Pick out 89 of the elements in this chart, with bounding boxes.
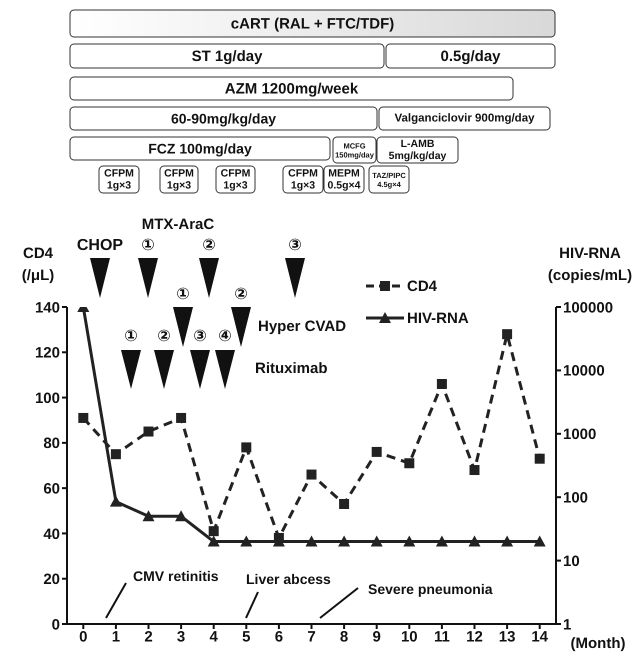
y2-tick-label: 100000 [563,299,614,316]
point [339,498,350,509]
point [501,536,514,547]
text: L-AMB 5mg/kg/day [388,138,447,162]
annotation: ③ [193,328,207,345]
text: ① [176,286,190,303]
text: 0.5g/day [440,48,502,64]
legend-label: HIV-RNA [407,310,469,326]
legend-label: CD4 [407,278,438,294]
y2-tick-label: 1 [563,616,572,634]
y2-tick-label: 10 [563,552,580,570]
y2-tick-label: 10000 [563,362,605,380]
y2-tick-label: 100 [563,490,588,507]
x-tick-label: 2 [144,628,153,646]
point [306,536,318,547]
x-tick-label: 0 [79,628,88,646]
y-tick-label: 60 [43,480,60,498]
point [370,536,383,547]
x-axis-title: (Month) [570,635,626,652]
text: Valganciclovir 900mg/day [394,112,536,124]
annotation: Liver abcess [246,571,332,587]
point [78,412,88,423]
y-tick-label: 80 [43,435,60,452]
point [240,536,252,547]
x-tick-label: 7 [307,628,316,646]
y2-tick-label: 1000 [563,426,596,444]
annotation: ① [124,328,138,345]
point [241,442,252,452]
annotation: Rituximab [255,360,328,377]
x-tick-label: 3 [176,628,186,646]
point [144,426,154,437]
annotation: Severe pneumonia [368,581,493,597]
point [436,536,448,547]
text: cART (RAL + FTC/TDF) [230,15,394,32]
point [306,470,316,480]
point [110,496,122,507]
point [110,449,121,460]
y-axis-title: CD4 (/μL) [22,245,54,284]
point [403,536,416,547]
point [534,454,545,464]
y2-axis-title: HIV-RNA (copies/mL) [548,245,632,284]
x-tick-label: 13 [498,628,516,646]
text: AZM 1200mg/week [224,80,359,97]
y-tick-label: 40 [43,526,60,543]
text: CFPM 1g×3 [104,167,134,192]
annotation: ② [157,328,171,345]
x-tick-label: 10 [400,628,418,646]
point [208,526,219,536]
x-tick-label: 5 [242,628,250,646]
point [436,378,447,389]
text: FCZ 100mg/day [148,140,252,156]
text: CHOP [76,237,124,254]
point [404,458,414,468]
point [468,536,480,547]
text: CFPM 1g×3 [164,167,194,192]
y-tick-label: 140 [34,299,60,316]
x-tick-label: 12 [466,628,483,646]
y-tick-label: 0 [52,616,60,634]
text: CFPM 1g×3 [288,167,318,192]
x-tick-label: 14 [531,628,549,646]
x-tick-label: 1 [112,628,120,646]
point [142,510,154,522]
point [470,465,480,476]
text: ② [202,237,216,254]
point [338,536,350,547]
text: 60-90mg/kg/day [170,110,276,126]
point [176,412,186,423]
point [208,536,220,547]
x-tick-label: 11 [434,628,450,646]
annotation: ④ [218,328,232,345]
x-tick-label: 4 [210,628,219,646]
point [502,329,512,340]
y-tick-label: 20 [43,571,60,588]
annotation: Hyper CVAD [258,318,346,335]
text: ① [141,237,155,254]
text: MTX-AraC [142,216,214,233]
y-tick-label: 120 [34,344,60,362]
x-tick-label: 9 [372,628,381,646]
text: ③ [288,237,302,254]
x-tick-label: 8 [340,628,348,646]
point [372,446,382,457]
text: MEPM 0.5g×4 [328,167,361,192]
annotation: CMV retinitis [133,568,219,584]
x-tick-label: 6 [274,628,284,646]
text: CFPM 1g×3 [220,167,251,192]
point [534,536,546,547]
text: ST 1g/day [192,48,264,64]
y-tick-label: 100 [34,390,60,407]
text: ② [234,286,248,303]
